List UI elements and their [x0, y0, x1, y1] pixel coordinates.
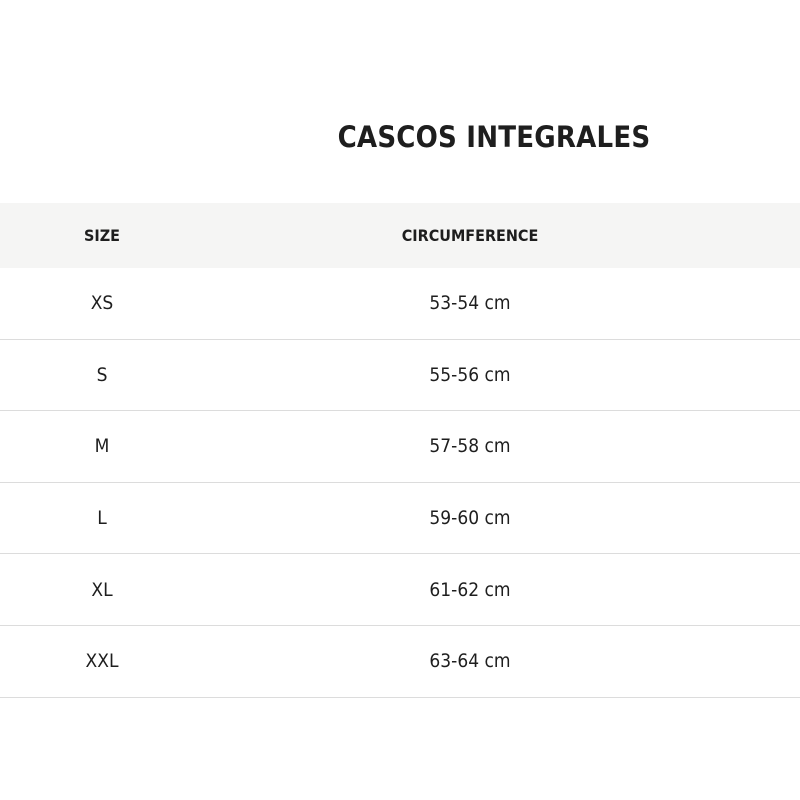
circumference-cell: 61-62 cm [429, 578, 511, 601]
header-size: SIZE [84, 226, 120, 245]
circumference-cell: 57-58 cm [429, 435, 511, 458]
size-cell: XXL [85, 650, 119, 673]
size-cell: XS [90, 292, 114, 315]
size-cell: S [96, 363, 108, 386]
table-row: XXL 63-64 cm [0, 626, 800, 698]
table-row: XL 61-62 cm [0, 554, 800, 626]
table-row: S 55-56 cm [0, 340, 800, 412]
table-row: L 59-60 cm [0, 483, 800, 555]
header-circumference: CIRCUMFERENCE [401, 226, 539, 245]
size-cell: M [94, 435, 110, 458]
circumference-cell: 63-64 cm [429, 650, 511, 673]
circumference-cell: 53-54 cm [429, 292, 511, 315]
table-row: M 57-58 cm [0, 411, 800, 483]
size-table: SIZE CIRCUMFERENCE XS 53-54 cm S 55-56 cm M 5… [0, 203, 800, 698]
size-cell: L [97, 507, 107, 530]
table-body: XS 53-54 cm S 55-56 cm M 57-58 cm L 59-60 cm XL 6… [0, 268, 800, 698]
circumference-cell: 59-60 cm [429, 507, 511, 530]
size-cell: XL [91, 578, 113, 601]
table-row: XS 53-54 cm [0, 268, 800, 340]
table-header: SIZE CIRCUMFERENCE [0, 203, 800, 268]
circumference-cell: 55-56 cm [429, 363, 511, 386]
page-title: CASCOS INTEGRALES [337, 120, 651, 154]
